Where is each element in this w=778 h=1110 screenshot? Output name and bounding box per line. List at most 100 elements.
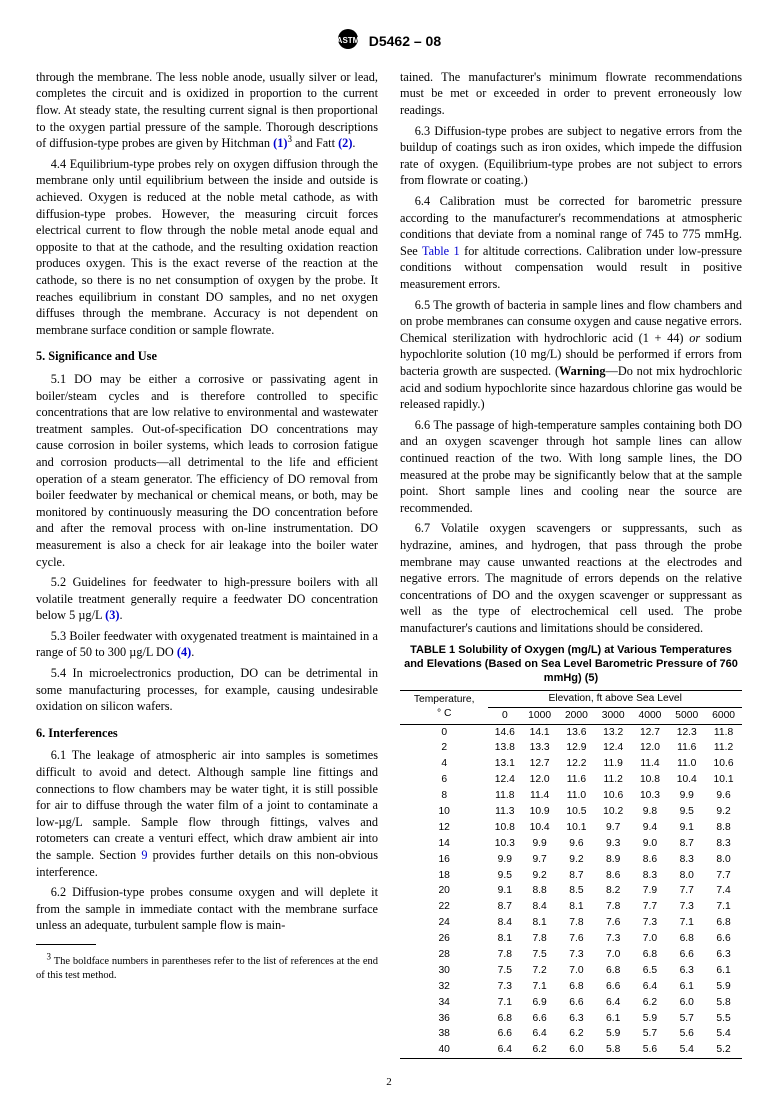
table-cell: 6.2 <box>558 1026 595 1042</box>
table-cell: 12.4 <box>488 772 521 788</box>
table-cell: 8.7 <box>558 868 595 884</box>
table-cell: 11.6 <box>668 740 705 756</box>
table-cell: 5.5 <box>705 1011 742 1027</box>
table-cell: 9.3 <box>595 836 632 852</box>
table-row: 213.813.312.912.412.011.611.2 <box>400 740 742 756</box>
table-cell: 30 <box>400 963 488 979</box>
table-cell: 8.8 <box>521 883 558 899</box>
table-cell: 6.4 <box>632 979 669 995</box>
footnote-rule <box>36 944 96 945</box>
para-4-4: 4.4 Equilibrium-type probes rely on oxyg… <box>36 156 378 339</box>
table-cell: 5.4 <box>705 1026 742 1042</box>
table-cell: 12.7 <box>521 756 558 772</box>
table-cell: 6.4 <box>521 1026 558 1042</box>
para-6-5: 6.5 The growth of bacteria in sample lin… <box>400 297 742 413</box>
table-cell: 7.1 <box>705 899 742 915</box>
section-6-head: 6. Interferences <box>36 725 378 742</box>
table-cell: 9.5 <box>488 868 521 884</box>
page-number: 2 <box>36 1075 742 1090</box>
table-cell: 12.4 <box>595 740 632 756</box>
table-cell: 8.3 <box>668 852 705 868</box>
table-1-link[interactable]: Table 1 <box>422 244 460 258</box>
table-row: 248.48.17.87.67.37.16.8 <box>400 915 742 931</box>
table-row: 189.59.28.78.68.38.07.7 <box>400 868 742 884</box>
table-cell: 12.9 <box>558 740 595 756</box>
table-row: 366.86.66.36.15.95.75.5 <box>400 1011 742 1027</box>
svg-text:ASTM: ASTM <box>337 36 359 45</box>
table-cell: 5.9 <box>705 979 742 995</box>
table-cell: 38 <box>400 1026 488 1042</box>
table-cell: 9.5 <box>668 804 705 820</box>
table-cell: 4 <box>400 756 488 772</box>
table-cell: 8.9 <box>595 852 632 868</box>
table-cell: 22 <box>400 899 488 915</box>
elev-col-header: 1000 <box>521 707 558 724</box>
table-cell: 10.6 <box>595 788 632 804</box>
table-cell: 6.6 <box>558 995 595 1011</box>
table-cell: 5.8 <box>705 995 742 1011</box>
section-5-head: 5. Significance and Use <box>36 348 378 365</box>
table-row: 413.112.712.211.911.411.010.6 <box>400 756 742 772</box>
table-cell: 6.6 <box>705 931 742 947</box>
table-cell: 8.4 <box>521 899 558 915</box>
table-cell: 11.8 <box>488 788 521 804</box>
table-cell: 11.3 <box>488 804 521 820</box>
table-cell: 5.9 <box>632 1011 669 1027</box>
ref-4[interactable]: (4) <box>177 645 191 659</box>
table-cell: 10 <box>400 804 488 820</box>
para-membrane-cont: through the membrane. The less noble ano… <box>36 69 378 152</box>
page: ASTM D5462 – 08 through the membrane. Th… <box>0 0 778 1110</box>
table-cell: 26 <box>400 931 488 947</box>
table-1-data: Temperature,° C Elevation, ft above Sea … <box>400 690 742 1059</box>
table-cell: 7.8 <box>558 915 595 931</box>
table-cell: 11.0 <box>668 756 705 772</box>
table-cell: 34 <box>400 995 488 1011</box>
table-cell: 8.5 <box>558 883 595 899</box>
table-cell: 9.0 <box>632 836 669 852</box>
table-cell: 7.3 <box>595 931 632 947</box>
table-cell: 10.9 <box>521 804 558 820</box>
para-6-1: 6.1 The leakage of atmospheric air into … <box>36 747 378 880</box>
table-cell: 8.6 <box>632 852 669 868</box>
table-cell: 11.8 <box>705 724 742 740</box>
table-cell: 0 <box>400 724 488 740</box>
table-cell: 10.1 <box>558 820 595 836</box>
table-cell: 8.6 <box>595 868 632 884</box>
table-cell: 9.9 <box>521 836 558 852</box>
table-cell: 9.6 <box>705 788 742 804</box>
table-cell: 2 <box>400 740 488 756</box>
table-cell: 5.6 <box>632 1042 669 1058</box>
table-cell: 10.4 <box>668 772 705 788</box>
table-1-body: 014.614.113.613.212.712.311.8213.813.312… <box>400 724 742 1059</box>
table-cell: 10.8 <box>632 772 669 788</box>
ref-2[interactable]: (2) <box>338 136 352 150</box>
para-5-2: 5.2 Guidelines for feedwater to high-pre… <box>36 574 378 624</box>
table-cell: 8.3 <box>632 868 669 884</box>
table-cell: 6.1 <box>595 1011 632 1027</box>
table-cell: 11.2 <box>595 772 632 788</box>
table-cell: 9.6 <box>558 836 595 852</box>
table-cell: 8 <box>400 788 488 804</box>
table-cell: 9.2 <box>705 804 742 820</box>
table-cell: 8.4 <box>488 915 521 931</box>
table-cell: 36 <box>400 1011 488 1027</box>
table-cell: 11.4 <box>521 788 558 804</box>
ref-1[interactable]: (1) <box>273 136 287 150</box>
para-6-6: 6.6 The passage of high-temperature samp… <box>400 417 742 517</box>
ref-3[interactable]: (3) <box>105 608 119 622</box>
elev-col-header: 5000 <box>668 707 705 724</box>
table-cell: 7.1 <box>668 915 705 931</box>
table-cell: 16 <box>400 852 488 868</box>
table-cell: 7.1 <box>521 979 558 995</box>
table-cell: 7.5 <box>521 947 558 963</box>
table-cell: 11.6 <box>558 772 595 788</box>
footnote-3: 3 The boldface numbers in parentheses re… <box>36 955 378 981</box>
table-cell: 8.8 <box>705 820 742 836</box>
table-cell: 12 <box>400 820 488 836</box>
table-cell: 6.1 <box>668 979 705 995</box>
table-1-title: TABLE 1 Solubility of Oxygen (mg/L) at V… <box>400 644 742 685</box>
table-cell: 7.0 <box>558 963 595 979</box>
table-cell: 7.3 <box>558 947 595 963</box>
para-5-1: 5.1 DO may be either a corrosive or pass… <box>36 371 378 570</box>
standard-designation: D5462 – 08 <box>369 32 441 51</box>
